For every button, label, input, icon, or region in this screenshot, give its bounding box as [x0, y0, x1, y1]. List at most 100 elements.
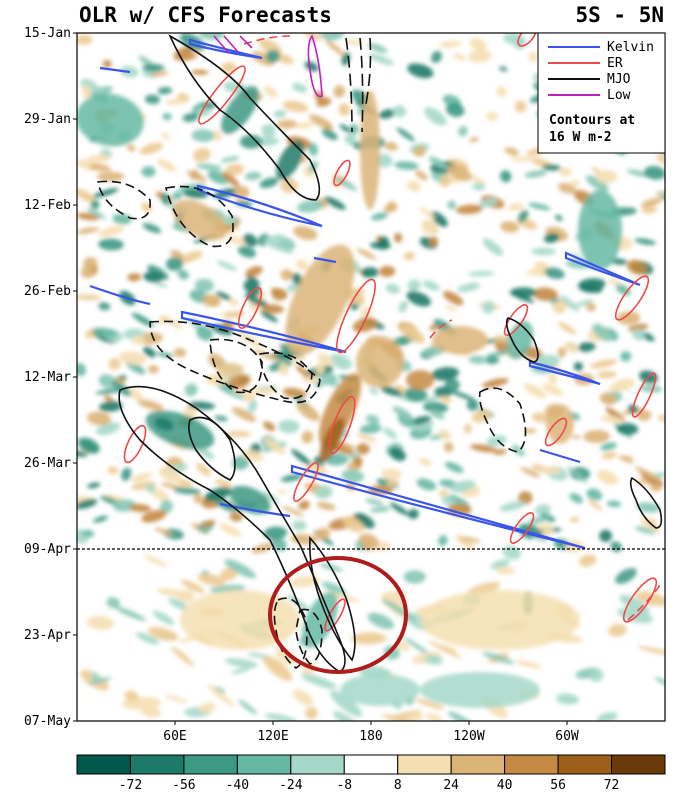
colorbar-tick-label: 40	[497, 778, 513, 793]
low-contours	[213, 34, 323, 98]
legend-box	[537, 32, 666, 154]
er-contour	[544, 417, 568, 447]
anomaly-feature	[406, 370, 434, 390]
mjo-contour	[273, 597, 308, 669]
anomaly-feature	[360, 90, 380, 210]
kelvin-contour	[219, 502, 291, 518]
anomaly-feature	[77, 93, 144, 147]
colorbar-swatch	[397, 754, 452, 775]
y-tick-label: 09-Apr	[24, 542, 71, 557]
er-contour	[324, 598, 346, 632]
colorbar-swatch	[557, 754, 613, 775]
mjo-contour	[259, 352, 313, 400]
colorbar-swatch	[129, 754, 185, 775]
y-tick-label: 15-Jan	[24, 26, 71, 41]
colorbar-swatch	[611, 754, 666, 775]
er-contour	[336, 278, 376, 354]
y-tick-label: 12-Mar	[24, 370, 71, 385]
anomaly-feature	[546, 404, 574, 444]
mjo-contour	[168, 34, 321, 201]
legend-er-label: ER	[607, 56, 623, 71]
er-contour	[509, 512, 535, 544]
low-contour	[307, 34, 323, 98]
anomaly-feature	[154, 417, 174, 431]
y-tick-label: 12-Feb	[24, 198, 71, 213]
y-axis: 15-Jan 29-Jan 12-Feb 26-Feb 12-Mar 26-Mar 09-A…	[24, 26, 77, 729]
highlight-circle	[268, 556, 408, 674]
legend-low-label: Low	[607, 88, 631, 103]
er-contours	[123, 33, 661, 632]
anomaly-feature	[578, 190, 622, 270]
kelvin-contour	[99, 66, 131, 74]
colorbar-tick-label: -72	[119, 778, 142, 793]
y-tick-label: 26-Mar	[24, 456, 71, 471]
colorbar-tick-label: 24	[443, 778, 459, 793]
colorbar-tick-label: 56	[550, 778, 566, 793]
anomaly-feature	[615, 568, 637, 584]
mjo-contours	[97, 34, 663, 673]
colorbar-tick-label: -40	[226, 778, 249, 793]
colorbar-tick-label: -56	[172, 778, 195, 793]
mjo-contour	[295, 608, 323, 665]
er-contour	[627, 584, 661, 621]
x-tick-label: 180	[359, 729, 382, 744]
colorbar-swatch	[76, 754, 131, 775]
colorbar-swatch	[343, 754, 399, 775]
y-tick-label: 07-May	[24, 714, 71, 729]
chart-title: OLR w/ CFS Forecasts	[79, 3, 332, 27]
colorbar-tick-label: -8	[336, 778, 352, 793]
kelvin-contour	[180, 310, 347, 354]
anomaly-feature	[285, 244, 355, 356]
colorbar-swatch	[236, 754, 292, 775]
x-tick-label: 60W	[555, 729, 579, 744]
legend: Kelvin ER MJO Low Contours at 16 W m-2	[537, 32, 666, 154]
mjo-dashed-streak	[345, 37, 353, 133]
er-contour	[237, 287, 263, 329]
mjo-dashed-streaks	[345, 37, 372, 133]
er-contour	[631, 372, 657, 418]
er-contour	[429, 319, 453, 339]
legend-note-line2: 16 W m-2	[549, 130, 612, 145]
er-contour	[503, 304, 529, 336]
er-contour	[517, 33, 537, 47]
kelvin-contour	[564, 251, 641, 287]
legend-kelvin-label: Kelvin	[607, 40, 654, 55]
legend-mjo-label: MJO	[607, 72, 631, 87]
chart-subtitle: 5S - 5N	[575, 3, 664, 27]
kelvin-contours	[89, 38, 641, 550]
colorbar-tick-label: -24	[279, 778, 303, 793]
mjo-dashed-streak	[359, 37, 364, 133]
er-contour	[293, 461, 319, 503]
mjo-contour	[165, 185, 234, 248]
anomaly-feature	[319, 417, 345, 463]
anomaly-feature	[276, 140, 304, 180]
colorbar-swatch	[183, 754, 238, 775]
wave-filter-contours	[89, 33, 663, 673]
y-tick-label: 29-Jan	[24, 112, 71, 127]
mjo-contour	[188, 416, 236, 481]
mjo-contour	[308, 536, 356, 662]
er-contour	[243, 35, 291, 45]
colorbar-swatch	[450, 754, 506, 775]
legend-note-line1: Contours at	[549, 113, 635, 128]
colorbar-tick-label: 72	[604, 778, 620, 793]
x-tick-label: 120W	[453, 729, 484, 744]
low-contour	[239, 35, 253, 49]
kelvin-contour	[188, 38, 263, 60]
anomaly-feature	[355, 336, 405, 388]
colorbar: -72 -56 -40 -24 -8 8 24 40 56 72	[76, 754, 666, 793]
anomaly-feature	[172, 199, 228, 241]
anomaly-feature	[302, 592, 338, 648]
er-contour	[198, 65, 246, 125]
kelvin-contour	[290, 464, 586, 550]
mjo-dashed-streak	[365, 37, 372, 105]
kelvin-contour	[539, 448, 581, 464]
kelvin-contour	[89, 284, 151, 306]
mjo-contour	[478, 387, 527, 453]
colorbar-tick-label: 8	[394, 778, 402, 793]
x-tick-label: 120E	[257, 729, 288, 744]
low-contour	[213, 35, 239, 53]
anomaly-feature	[340, 674, 420, 706]
